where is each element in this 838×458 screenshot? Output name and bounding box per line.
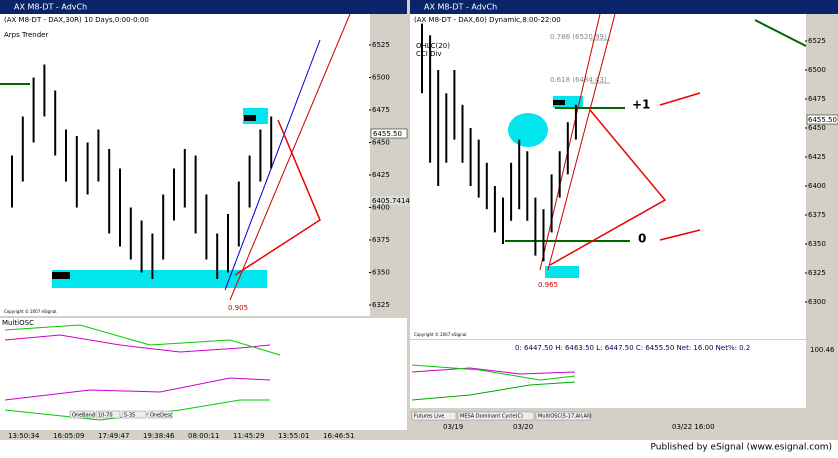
y-tick-label: 6525: [808, 37, 826, 45]
osc-line: [411, 381, 576, 401]
symbol: (AX M8-DT - DAX,30R) 10 Days,0:00-0:00: [4, 16, 149, 24]
block: [244, 115, 256, 121]
fib-label: 0.618 (6484.43): [550, 76, 607, 84]
level-label: 6405.7414: [372, 197, 410, 205]
osc-button: [95, 410, 121, 419]
copyright: Copyright © 2007 eSignal.: [4, 309, 58, 314]
tab-label: MESA Dominant Cycle(C): [460, 414, 523, 420]
annotation: 0.905: [228, 304, 248, 312]
time-label: 16:46:51: [323, 432, 354, 440]
y-tick-label: 6475: [808, 95, 826, 103]
level-box: [371, 196, 407, 205]
osc-title: MultiOSC: [2, 319, 34, 327]
button-label: OneDesc: [150, 413, 173, 419]
time-label: 11:45:29: [233, 432, 264, 440]
time-label: 13:55:01: [278, 432, 309, 440]
footer: Published by eSignal (www.esignal.com): [650, 443, 832, 453]
study: Arps Trender: [4, 31, 48, 39]
info-line: 0: 6447.50 H: 6463.50 L: 6447.50 C: 6455…: [515, 344, 750, 352]
tab: [411, 411, 457, 421]
study: CCI Div: [416, 50, 442, 58]
y-tick-label: 6375: [808, 211, 826, 219]
osc-line: [411, 364, 576, 381]
y-tick-label: 6425: [372, 171, 390, 179]
osc-line: [4, 334, 271, 353]
channel-line: [224, 39, 321, 291]
y-tick-label: 6525: [372, 41, 390, 49]
y-tick-label: 6425: [808, 153, 826, 161]
last-price: 6455.50: [373, 130, 402, 138]
block: [553, 100, 565, 105]
y-tick-label: 6375: [372, 236, 390, 244]
study: OHLC(20): [416, 42, 450, 50]
time-label: 19:38:46: [143, 432, 175, 440]
channel-line: [539, 13, 601, 271]
button-label: 5-35: [124, 413, 135, 419]
y-tick-label: 6350: [372, 269, 390, 277]
osc-line: [4, 324, 281, 356]
osc-pane: [0, 318, 370, 430]
channel-line: [547, 13, 616, 271]
title-bar: [0, 0, 407, 14]
fib-label: 0.786 (6520.99): [550, 33, 607, 41]
y-tick-label: 6450: [808, 124, 826, 132]
block: [52, 272, 70, 279]
copyright: Copyright © 2007 eSignal.: [414, 332, 468, 337]
tab: [535, 411, 591, 421]
osc-tick: 100.46: [810, 346, 835, 354]
symbol: (AX M8-DT - DAX,60) Dynamic,8:00-22:00: [414, 16, 561, 24]
last-price: 6455.50: [808, 116, 837, 124]
button-label: 10-70: [98, 413, 113, 419]
y-tick-label: 6500: [808, 66, 826, 74]
date-label: 03/20: [513, 423, 533, 431]
osc-button: [121, 410, 147, 419]
y-tick-label: 6350: [808, 240, 826, 248]
osc-line: [411, 367, 576, 375]
time-label: 08:00:11: [188, 432, 219, 440]
last-price-box: [806, 114, 838, 125]
button-label: OneBand: [72, 413, 95, 419]
time-label: 13:50:34: [8, 432, 40, 440]
y-tick-label: 6450: [372, 139, 390, 147]
time-label: 16:05:09: [53, 432, 84, 440]
y-tick-label: 6475: [372, 106, 390, 114]
y-tick-label: 6400: [808, 182, 826, 190]
channel-line: [229, 13, 351, 301]
window-title: AX M8-DT - AdvCh: [14, 3, 87, 12]
y-tick-label: 6500: [372, 74, 390, 82]
highlight: [508, 113, 548, 147]
y-tick-label: 6325: [808, 269, 826, 277]
arrow: [234, 119, 321, 276]
last-price-box: [370, 128, 408, 139]
cyan-zone: [52, 270, 267, 288]
tab: [457, 411, 535, 421]
footer-bar: [0, 440, 838, 454]
osc-line: [4, 377, 271, 401]
osc-button: [69, 410, 95, 419]
date-label: 03/19: [443, 423, 463, 431]
annotation: 0.965: [538, 281, 558, 289]
window-title: AX M8-DT - AdvCh: [424, 3, 497, 12]
date-label: 03/22 16:00: [672, 423, 715, 431]
y-tick-label: 6300: [808, 298, 826, 306]
price-pane: [410, 14, 806, 339]
osc-axis: [370, 318, 407, 430]
osc-line: [4, 399, 270, 421]
trend-line: [754, 19, 807, 47]
arrow: [659, 229, 701, 241]
y-tick-label: 6325: [372, 301, 390, 309]
tab-label: MultiOSC(5-17,All,All): [538, 414, 592, 420]
tab-label: Futures Live: [414, 414, 444, 420]
label-zero: 0: [638, 232, 646, 246]
y-tick-label: 6400: [372, 204, 390, 212]
cyan-zone: [545, 266, 579, 278]
osc-button: [147, 410, 173, 419]
arrow: [549, 109, 667, 266]
time-label: 17:49:47: [98, 432, 129, 440]
osc-pane: [410, 340, 806, 408]
arrow: [659, 92, 701, 106]
title-bar: [410, 0, 838, 14]
label-plus-one: +1: [632, 98, 650, 112]
